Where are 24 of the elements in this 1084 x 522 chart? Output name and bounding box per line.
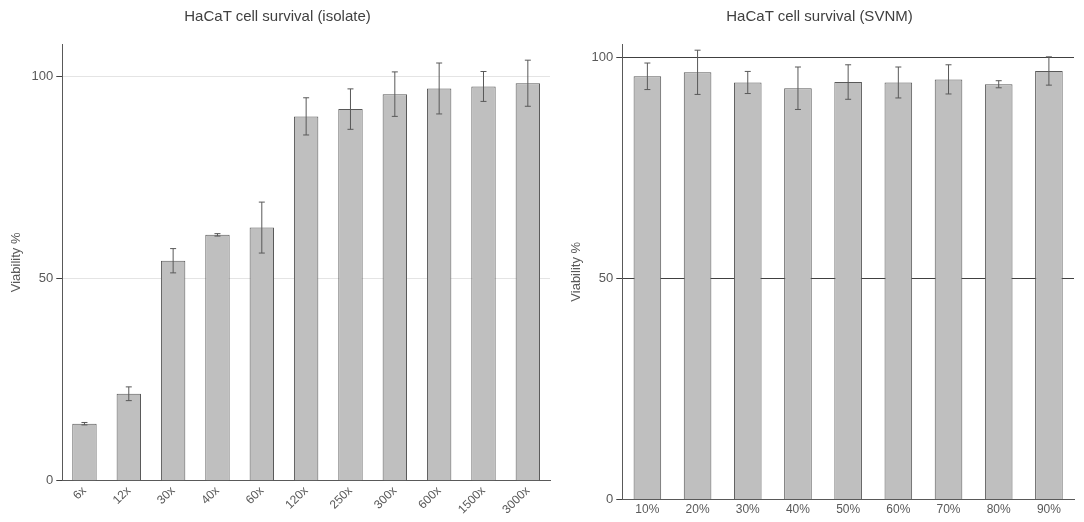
x-tick-label: 40% (785, 502, 811, 517)
x-tick-label: 70% (936, 502, 961, 517)
y-tick-label: 50 (598, 270, 614, 286)
y-tick-label: 0 (606, 491, 614, 507)
x-tick-label: 30% (735, 502, 761, 517)
y-axis-title: Viability % (568, 241, 584, 302)
x-tick-label: 80% (986, 502, 1012, 517)
y-tick-label: 50 (38, 270, 54, 286)
chart-title: HaCaT cell survival (SVNM) (726, 7, 913, 25)
x-tick-label: 12x (109, 483, 134, 507)
x-tick-label: 40x (198, 483, 222, 507)
x-tick-label: 90% (1036, 502, 1062, 517)
x-tick-label: 6x (70, 483, 89, 503)
x-tick-label: 50% (836, 502, 861, 517)
x-tick-label: 20% (685, 502, 710, 517)
x-tick-label: 30x (154, 483, 178, 507)
chart-title: HaCaT cell survival (isolate) (184, 7, 371, 25)
y-tick-label: 0 (46, 472, 54, 488)
x-tick-label: 60x (242, 483, 267, 507)
y-tick-label: 100 (591, 48, 614, 64)
x-tick-label: 60% (886, 502, 911, 517)
y-axis-title: Viability % (8, 232, 24, 293)
x-tick-label: 10% (635, 502, 660, 517)
y-tick-label: 100 (31, 67, 54, 83)
